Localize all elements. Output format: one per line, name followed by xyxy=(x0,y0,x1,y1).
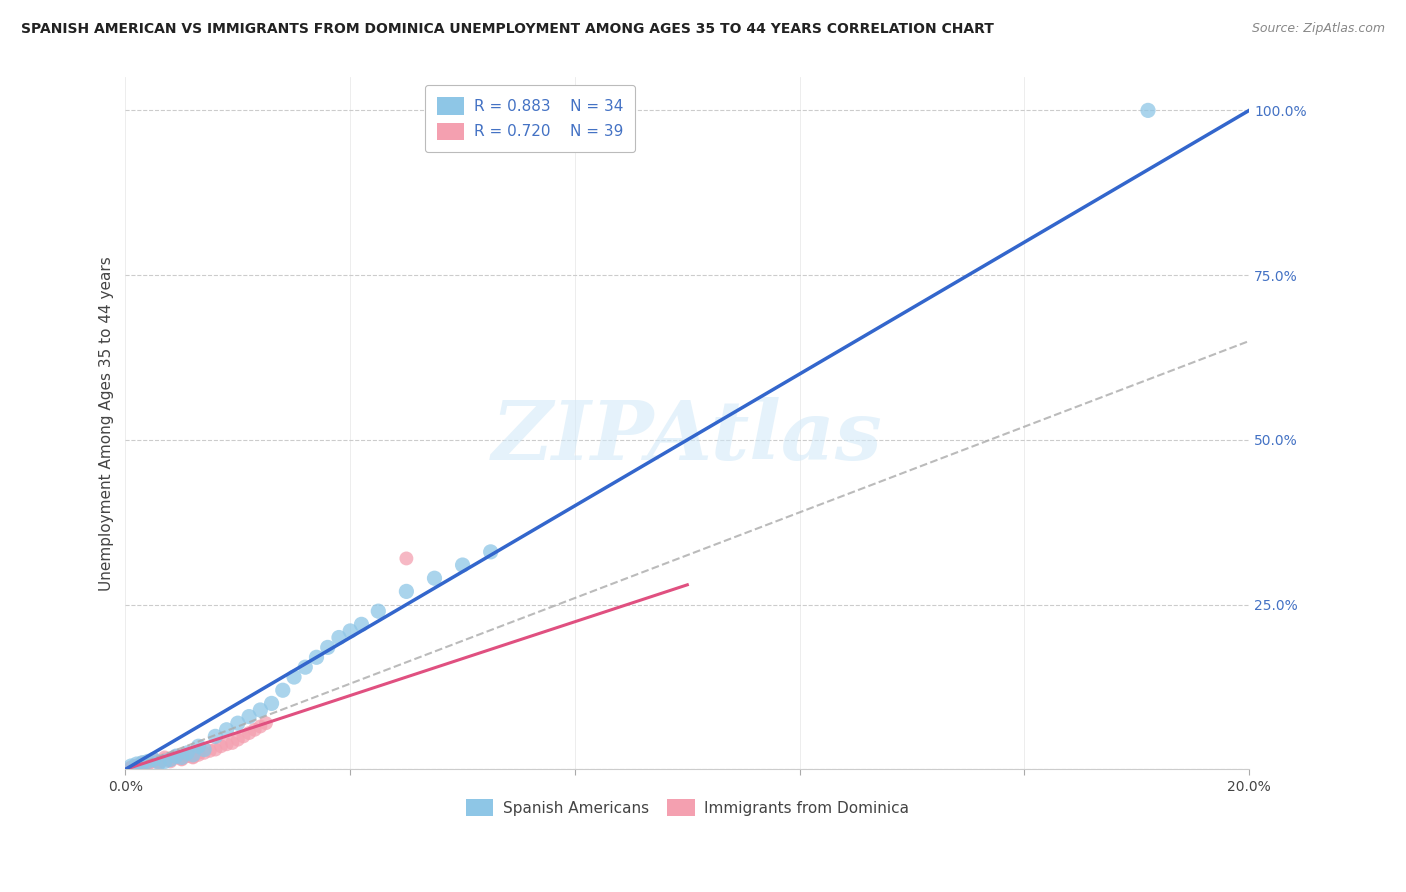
Point xyxy=(165,749,187,764)
Point xyxy=(215,737,238,751)
Point xyxy=(209,739,232,754)
Point xyxy=(243,723,266,737)
Legend: Spanish Americans, Immigrants from Dominica: Spanish Americans, Immigrants from Domin… xyxy=(458,791,917,824)
Point xyxy=(142,755,165,769)
Point xyxy=(193,746,215,760)
Point xyxy=(260,697,283,711)
Point xyxy=(187,747,209,762)
Point xyxy=(125,759,148,773)
Point xyxy=(423,571,446,585)
Point xyxy=(339,624,361,638)
Point xyxy=(395,551,418,566)
Point xyxy=(215,723,238,737)
Point xyxy=(181,750,204,764)
Point xyxy=(148,755,170,769)
Point xyxy=(1137,103,1160,118)
Text: Source: ZipAtlas.com: Source: ZipAtlas.com xyxy=(1251,22,1385,36)
Point xyxy=(294,660,316,674)
Point xyxy=(479,545,502,559)
Point xyxy=(136,757,159,772)
Point xyxy=(148,756,170,770)
Point xyxy=(193,742,215,756)
Point xyxy=(136,756,159,770)
Point xyxy=(125,758,148,772)
Point xyxy=(142,752,165,766)
Point xyxy=(131,757,153,772)
Point xyxy=(159,753,181,767)
Point xyxy=(159,752,181,766)
Point xyxy=(238,726,260,740)
Point xyxy=(170,750,193,764)
Point xyxy=(249,703,271,717)
Point xyxy=(283,670,305,684)
Point xyxy=(316,640,339,655)
Point xyxy=(142,752,165,766)
Point xyxy=(181,747,204,762)
Point xyxy=(451,558,474,572)
Point xyxy=(367,604,389,618)
Point xyxy=(305,650,328,665)
Point xyxy=(159,755,181,769)
Point xyxy=(131,756,153,770)
Point xyxy=(226,716,249,731)
Point xyxy=(165,749,187,764)
Point xyxy=(328,631,350,645)
Point xyxy=(176,747,198,762)
Point xyxy=(187,739,209,754)
Point xyxy=(153,750,176,764)
Text: SPANISH AMERICAN VS IMMIGRANTS FROM DOMINICA UNEMPLOYMENT AMONG AGES 35 TO 44 YE: SPANISH AMERICAN VS IMMIGRANTS FROM DOMI… xyxy=(21,22,994,37)
Point xyxy=(176,746,198,760)
Point xyxy=(136,755,159,769)
Point xyxy=(204,742,226,756)
Point xyxy=(176,749,198,764)
Point xyxy=(254,716,277,731)
Point xyxy=(153,752,176,766)
Point xyxy=(238,709,260,723)
Point xyxy=(165,750,187,764)
Point xyxy=(232,730,254,744)
Point xyxy=(187,746,209,760)
Point xyxy=(120,760,142,774)
Point xyxy=(148,756,170,770)
Y-axis label: Unemployment Among Ages 35 to 44 years: Unemployment Among Ages 35 to 44 years xyxy=(100,256,114,591)
Point xyxy=(221,736,243,750)
Point xyxy=(170,752,193,766)
Point xyxy=(198,744,221,758)
Point xyxy=(120,761,142,775)
Point xyxy=(249,719,271,733)
Point xyxy=(153,755,176,769)
Point xyxy=(181,749,204,764)
Point xyxy=(170,752,193,766)
Point xyxy=(120,759,142,773)
Point xyxy=(204,730,226,744)
Point xyxy=(226,732,249,747)
Point xyxy=(271,683,294,698)
Point xyxy=(350,617,373,632)
Point xyxy=(125,757,148,772)
Text: ZIPAtlas: ZIPAtlas xyxy=(492,397,883,477)
Point xyxy=(395,584,418,599)
Point xyxy=(131,756,153,770)
